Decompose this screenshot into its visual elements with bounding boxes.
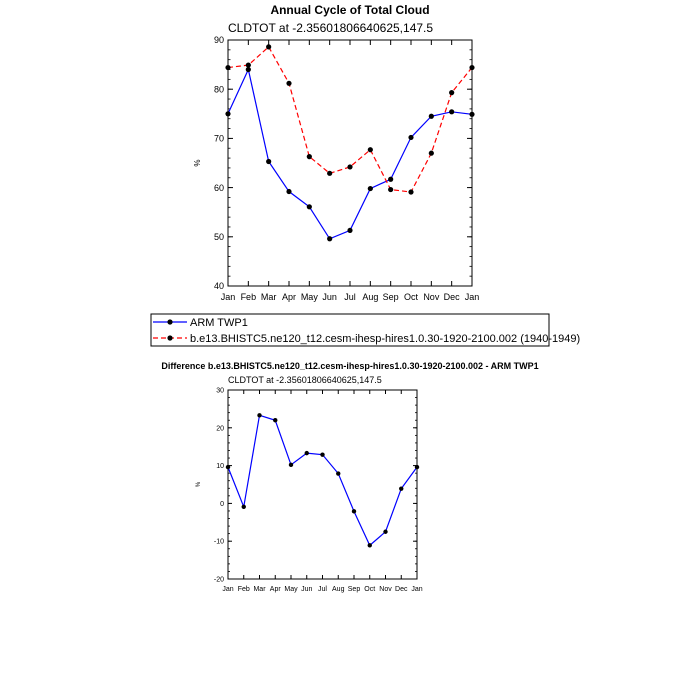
series-1-point	[428, 150, 434, 156]
series-1-point	[286, 80, 292, 86]
series-0-point	[306, 204, 312, 210]
x-tick-label: May	[284, 586, 298, 593]
difference-chart-title: Difference b.e13.BHISTC5.ne120_t12.cesm-…	[161, 361, 538, 371]
chart-title: Annual Cycle of Total Cloud	[270, 3, 429, 17]
series-0-point	[336, 471, 341, 476]
x-tick-label: Jan	[411, 586, 422, 593]
y-axis-label: %	[196, 481, 202, 487]
x-tick-label: Nov	[379, 586, 392, 593]
series-1-point	[388, 186, 394, 193]
series-1-point	[408, 189, 414, 195]
series-0-point	[241, 504, 246, 510]
x-tick-label: Aug	[362, 292, 378, 302]
series-line-0	[227, 414, 418, 547]
y-tick-label: 80	[214, 84, 224, 94]
series-0-point	[320, 452, 325, 457]
y-tick-label: 0	[220, 501, 224, 508]
y-tick-label: 20	[216, 425, 224, 432]
series-1-point	[306, 154, 312, 160]
x-tick-label: Oct	[404, 292, 419, 302]
series-line-1	[227, 45, 473, 193]
y-tick-label: 40	[214, 281, 224, 291]
series-0-point	[327, 236, 333, 242]
y-tick-label: -10	[214, 539, 224, 546]
legend-marker-model	[167, 335, 173, 341]
series-0-point	[225, 464, 231, 470]
x-tick-label: Apr	[282, 292, 296, 302]
x-tick-label: Sep	[348, 586, 361, 593]
y-tick-label: 60	[214, 183, 224, 193]
series-0-point	[351, 509, 357, 514]
x-tick-label: Mar	[253, 586, 266, 593]
series-1-point	[225, 64, 231, 71]
y-tick-label: 90	[214, 35, 224, 45]
legend: ARM TWP1 b.e13.BHISTC5.ne120_t12.cesm-ih…	[150, 313, 580, 347]
series-1-point	[367, 147, 373, 153]
x-tick-label: Jun	[322, 292, 337, 302]
plot-frame	[227, 39, 473, 287]
x-tick-label: Jan	[222, 586, 233, 593]
series-0-point	[388, 176, 394, 182]
series-0-point	[347, 227, 353, 234]
series-0-point	[428, 113, 434, 119]
x-tick-label: Jan	[465, 292, 480, 302]
y-tick-label: 70	[214, 134, 224, 144]
x-tick-label: Dec	[444, 292, 461, 302]
difference-chart: Difference b.e13.BHISTC5.ne120_t12.cesm-…	[161, 361, 538, 593]
x-tick-label: May	[301, 292, 319, 302]
series-0-point	[266, 158, 272, 165]
x-tick-label: Oct	[364, 586, 375, 593]
x-tick-label: Aug	[332, 586, 345, 593]
series-line-0	[227, 67, 473, 240]
series-0-point	[273, 418, 278, 423]
series-1-point	[347, 164, 353, 170]
x-tick-label: Sep	[383, 292, 399, 302]
legend-marker-arm	[167, 319, 173, 325]
y-tick-label: -20	[214, 576, 224, 583]
series-0-point	[399, 486, 404, 491]
series-0-point	[414, 464, 420, 470]
x-tick-label: Jun	[301, 586, 312, 593]
legend-label-model: b.e13.BHISTC5.ne120_t12.cesm-ihesp-hires…	[190, 333, 580, 345]
x-tick-label: Feb	[241, 292, 257, 302]
legend-label-arm: ARM TWP1	[190, 317, 248, 329]
series-0-point	[257, 413, 262, 418]
series-1-point	[327, 170, 333, 176]
y-tick-label: 10	[216, 463, 224, 470]
chart-subtitle: CLDTOT at -2.35601806640625,147.5	[228, 21, 433, 35]
series-0-point	[469, 111, 475, 117]
series-0-point	[225, 111, 231, 117]
series-0-point	[449, 109, 455, 115]
x-tick-label: Jul	[344, 292, 356, 302]
series-1-point	[245, 62, 251, 68]
x-tick-label: Jul	[318, 586, 327, 593]
y-axis-label: %	[193, 159, 202, 166]
series-0-point	[288, 462, 294, 468]
series-1-point	[449, 90, 455, 96]
series-0-point	[367, 185, 373, 192]
series-1-point	[469, 64, 475, 71]
x-tick-label: Nov	[423, 292, 440, 302]
x-tick-label: Jan	[221, 292, 236, 302]
series-0-point	[408, 134, 414, 141]
x-tick-label: Apr	[270, 586, 282, 593]
series-0-point	[304, 450, 309, 456]
series-0-point	[367, 543, 372, 548]
difference-chart-subtitle: CLDTOT at -2.35601806640625,147.5	[228, 375, 382, 385]
x-tick-label: Mar	[261, 292, 277, 302]
annual-cycle-chart: Annual Cycle of Total Cloud CLDTOT at -2…	[150, 3, 580, 347]
series-0-point	[383, 529, 388, 534]
x-tick-label: Dec	[395, 586, 408, 593]
plot-frame	[227, 389, 418, 580]
series-1-point	[266, 44, 272, 50]
legend-box	[150, 313, 550, 347]
x-tick-label: Feb	[238, 586, 250, 593]
y-tick-label: 50	[214, 232, 224, 242]
series-0-point	[245, 66, 251, 73]
y-tick-label: 30	[216, 387, 224, 394]
series-0-point	[286, 188, 292, 195]
